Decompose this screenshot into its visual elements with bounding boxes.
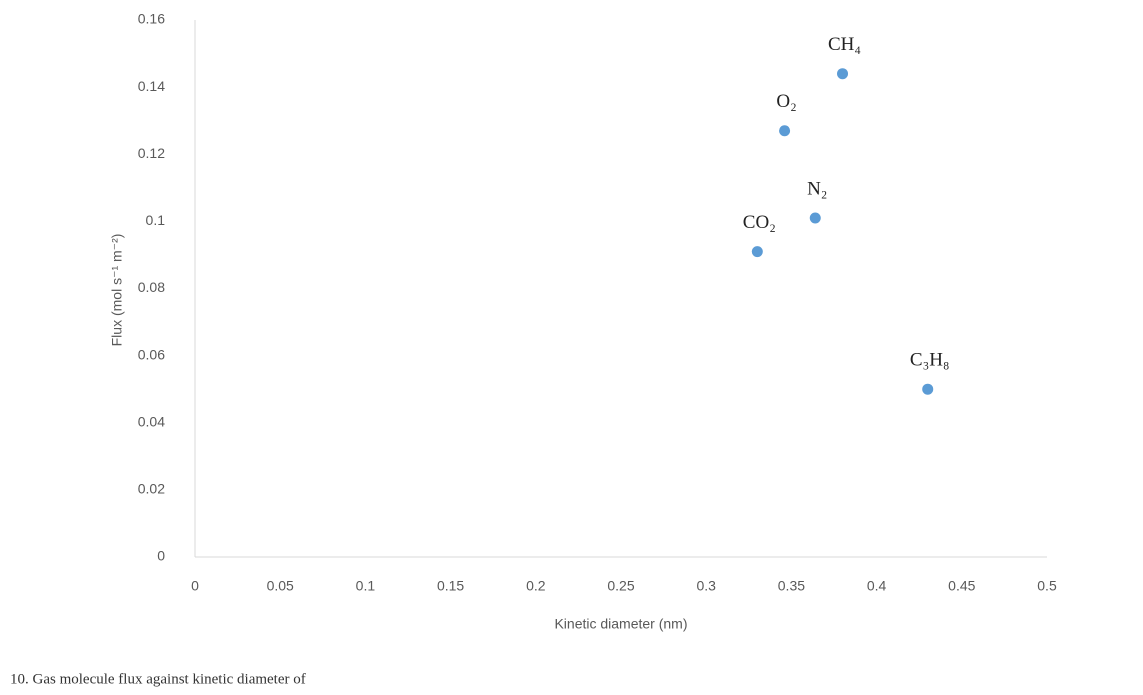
x-tick-label: 0.1 bbox=[356, 578, 376, 594]
x-tick-label: 0.5 bbox=[1037, 578, 1057, 594]
point-label: N₂ bbox=[807, 178, 827, 199]
x-tick-label: 0.15 bbox=[437, 578, 464, 594]
y-tick-label: 0.02 bbox=[138, 481, 165, 497]
point bbox=[779, 125, 791, 137]
point bbox=[837, 68, 849, 80]
y-tick-label: 0.12 bbox=[138, 145, 165, 161]
x-tick-label: 0.35 bbox=[778, 578, 805, 594]
x-axis-label: Kinetic diameter (nm) bbox=[554, 616, 687, 632]
point bbox=[922, 383, 934, 395]
y-tick-label: 0.16 bbox=[138, 11, 165, 27]
x-tick-label: 0.3 bbox=[696, 578, 716, 594]
point-label: CO₂ bbox=[743, 212, 776, 233]
x-tick-label: 0.25 bbox=[607, 578, 634, 594]
y-tick-label: 0 bbox=[157, 548, 165, 564]
point bbox=[809, 212, 821, 224]
x-tick-label: 0.05 bbox=[267, 578, 294, 594]
point bbox=[751, 246, 763, 258]
x-tick-label: 0.4 bbox=[867, 578, 887, 594]
caption: 10. Gas molecule flux against kinetic di… bbox=[10, 671, 306, 687]
point-label: CH₄ bbox=[828, 34, 861, 55]
x-tick-label: 0 bbox=[191, 578, 199, 594]
x-tick-label: 0.45 bbox=[948, 578, 975, 594]
x-tick-label: 0.2 bbox=[526, 578, 546, 594]
y-tick-label: 0.06 bbox=[138, 346, 165, 362]
point-label: C₃H₈ bbox=[910, 350, 950, 371]
y-axis-label: Flux (mol s⁻¹ m⁻²) bbox=[109, 234, 125, 347]
y-tick-label: 0.04 bbox=[138, 413, 165, 429]
y-tick-label: 0.08 bbox=[138, 279, 165, 295]
y-tick-label: 0.14 bbox=[138, 78, 165, 94]
point-label: O₂ bbox=[776, 91, 796, 112]
y-tick-label: 0.1 bbox=[146, 212, 166, 228]
